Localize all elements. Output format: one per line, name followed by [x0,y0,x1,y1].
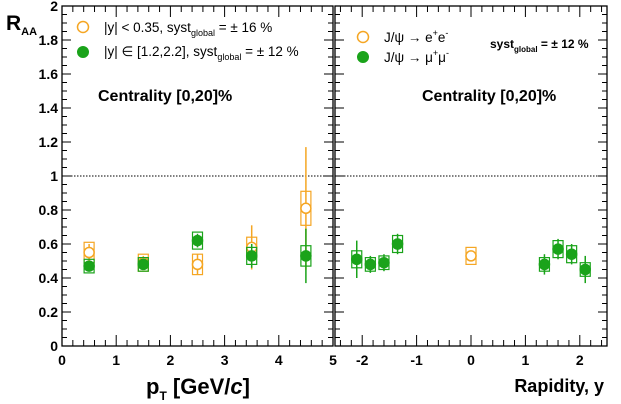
right-legend: J/ψ → e+e- J/ψ → μ+μ- systglobal = ± 12 … [356,28,589,65]
filled-circle-data-point [191,231,204,250]
data-marker [579,263,591,276]
legend-open-circle-marker-right [356,30,370,44]
data-marker [465,250,477,262]
data-marker [137,258,150,271]
y-tick-label: 0 [50,338,58,354]
open-circle-data-point [300,147,312,270]
data-marker [191,258,204,271]
y-tick-label: 1.4 [39,100,59,116]
left-legend-entry-1: |y| < 0.35, systglobal = ± 16 % [104,20,272,38]
y-tick-label: 2 [50,0,58,14]
y-tick-label: 1 [50,168,58,184]
left-centrality-label: Centrality [0,20]% [98,88,232,105]
data-marker [391,238,404,250]
filled-circle-data-point [300,228,312,284]
right-legend-entry-1: J/ψ → e+e- [384,28,448,45]
y-tick-label: 0.6 [39,236,59,252]
y-tick-label: 0.2 [39,304,59,320]
x-tick-label: 5 [329,352,337,368]
left-legend: |y| < 0.35, systglobal = ± 16 % |y| ∈ [1… [76,20,299,62]
y-tick-label: 0.8 [39,202,59,218]
left-x-axis-title: pT [GeV/c] [146,374,250,403]
left-legend-entry-2: |y| ∈ [1.2,2.2], systglobal = ± 12 % [104,44,299,62]
right-legend-entry-2: J/ψ → μ+μ- [384,48,449,65]
data-marker [300,250,312,262]
filled-circle-data-point [83,258,95,274]
x-tick-label: 0 [467,352,475,368]
data-marker [245,250,258,262]
right-x-axis-title: Rapidity, y [514,376,604,396]
filled-circle-data-point [579,255,591,284]
filled-circle-data-point [137,257,150,272]
data-marker [83,246,95,259]
x-tick-label: 0 [58,352,66,368]
legend-filled-circle-marker-right [357,51,369,63]
open-circle-data-point [83,241,95,264]
filled-circle-data-point [552,238,564,260]
x-tick-label: 3 [221,352,229,368]
y-axis-title-sub: AA [21,26,37,38]
y-axis-title: RAA [6,12,37,38]
x-tick-label: 2 [576,352,584,368]
y-tick-label: 0.4 [39,270,59,286]
x-tick-label: -1 [410,352,423,368]
data-marker [378,256,390,269]
open-circle-data-point [191,253,204,276]
x-tick-label: 2 [167,352,175,368]
filled-circle-data-point [351,240,363,278]
filled-circle-data-point [364,255,377,273]
right-axes: -2 -1 0 1 2 [335,5,607,368]
data-marker [191,234,204,247]
data-marker [552,243,564,255]
x-tick-label: 1 [112,352,120,368]
right-centrality-label: Centrality [0,20]% [422,88,556,105]
left-axes: 0 0.2 0.4 0.6 0.8 1 1.2 1.4 1.6 1.8 2 0 1 2 3 4 5 [39,0,338,368]
left-data-layer [62,147,333,284]
data-marker [83,260,95,272]
x-tick-label: 1 [522,352,530,368]
filled-circle-data-point [565,244,578,265]
x-tick-label: -2 [356,352,369,368]
filled-circle-data-point [378,254,390,272]
data-marker [565,248,578,260]
filled-circle-data-point [538,254,551,275]
y-tick-label: 1.6 [39,66,59,82]
legend-filled-circle-marker [77,46,89,58]
filled-circle-data-point [245,244,258,268]
data-marker [364,258,377,271]
x-tick-label: 4 [275,352,283,368]
data-marker [351,253,363,266]
legend-open-circle-marker [76,20,90,34]
right-syst-label: systglobal = ± 12 % [490,37,589,54]
right-data-layer [335,175,607,284]
data-marker [538,258,551,271]
data-marker [300,202,312,215]
filled-circle-data-point [391,233,404,255]
open-circle-data-point [465,246,477,265]
y-tick-label: 1.8 [39,32,59,48]
y-tick-label: 1.2 [39,134,59,150]
